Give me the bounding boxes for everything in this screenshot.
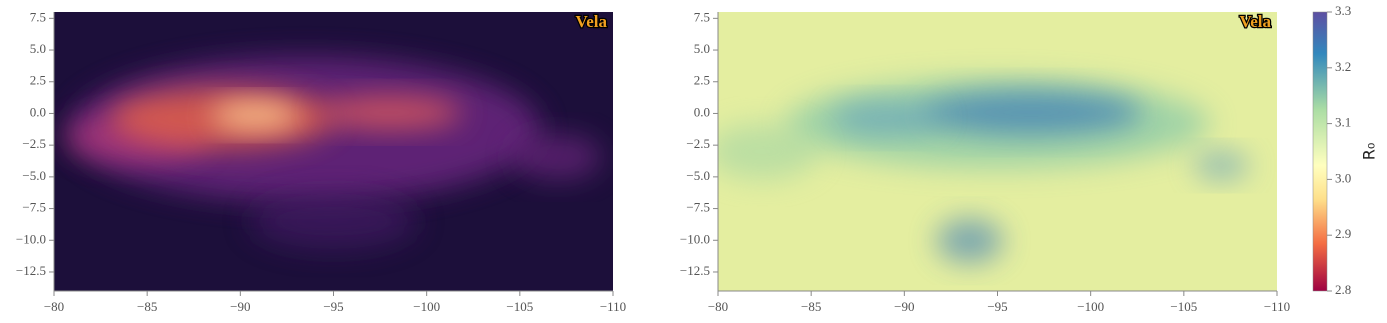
x-tick-label: −85	[137, 299, 157, 314]
y-tick-label: −2.5	[22, 136, 46, 151]
y-tick-label: 2.5	[30, 73, 46, 88]
heatmap-region	[936, 218, 1004, 264]
y-tick-label: −7.5	[22, 200, 46, 215]
x-tick-label: −90	[230, 299, 250, 314]
x-tick-label: −110	[1264, 299, 1290, 314]
y-tick-label: 5.0	[694, 41, 710, 56]
annotation: Vela	[576, 12, 608, 31]
annotation: Vela	[1240, 12, 1272, 31]
x-tick-label: −105	[506, 299, 533, 314]
y-tick-label: 7.5	[694, 9, 710, 24]
y-tick-label: 7.5	[30, 9, 46, 24]
heatmap	[718, 12, 1277, 291]
heatmap-region	[316, 95, 463, 130]
heatmap-region	[829, 101, 942, 135]
y-tick-label: −10.0	[16, 231, 46, 246]
x-tick-label: −110	[600, 299, 626, 314]
y-tick-label: 5.0	[30, 41, 46, 56]
colorbar-tick-label: 2.9	[1335, 226, 1351, 241]
y-tick-label: −7.5	[686, 200, 710, 215]
heatmap-region	[1193, 151, 1250, 180]
heatmap-region	[249, 193, 418, 250]
colorbar-tick-label: 3.3	[1335, 3, 1351, 18]
colorbar	[1312, 11, 1328, 292]
heatmap-region	[919, 90, 1143, 135]
x-tick-label: −100	[413, 299, 440, 314]
x-tick-label: −100	[1077, 299, 1104, 314]
y-tick-label: −10.0	[680, 231, 710, 246]
y-tick-label: −2.5	[686, 136, 710, 151]
x-tick-label: −95	[987, 299, 1007, 314]
y-tick-label: 0.0	[30, 104, 46, 119]
colorbar-label: R₀	[1360, 143, 1379, 161]
x-tick-label: −85	[801, 299, 821, 314]
heatmap-region	[210, 101, 300, 130]
colorbar-tick-label: 3.1	[1335, 115, 1351, 130]
x-tick-label: −105	[1170, 299, 1197, 314]
heatmap-region	[718, 123, 819, 180]
y-tick-label: −12.5	[680, 263, 710, 278]
x-tick-label: −80	[44, 299, 64, 314]
y-tick-label: −5.0	[22, 168, 46, 183]
y-tick-label: −5.0	[686, 168, 710, 183]
heatmap	[54, 12, 613, 291]
y-tick-label: 2.5	[694, 73, 710, 88]
y-tick-label: −12.5	[16, 263, 46, 278]
colorbar-tick-label: 2.8	[1335, 282, 1351, 297]
y-tick-label: 0.0	[694, 104, 710, 119]
x-tick-label: −95	[323, 299, 343, 314]
x-tick-label: −90	[894, 299, 914, 314]
colorbar-tick-label: 3.2	[1335, 59, 1351, 74]
colorbar-tick-label: 3.0	[1335, 170, 1351, 185]
x-tick-label: −80	[708, 299, 728, 314]
heatmap-region	[512, 134, 602, 180]
